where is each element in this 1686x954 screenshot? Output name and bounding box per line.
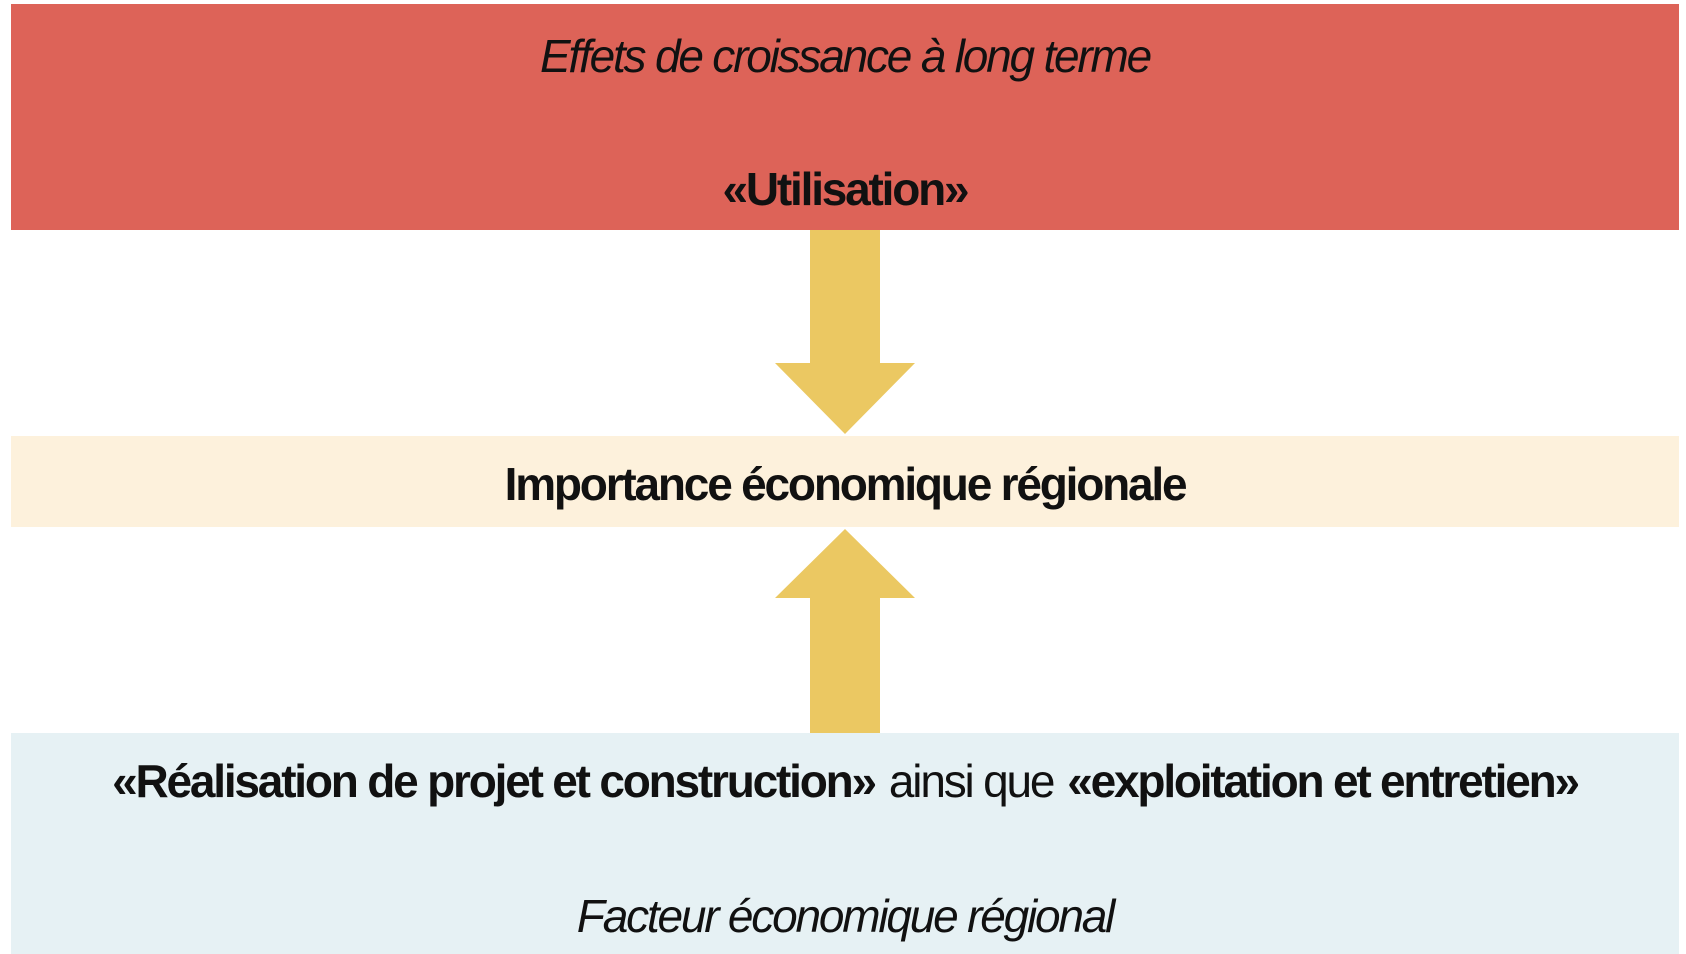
top-caption: Effets de croissance à long terme (539, 30, 1152, 82)
down-arrow (775, 230, 915, 434)
bottom-phrase: «Réalisation de projet et construction» (112, 755, 877, 807)
bottom-caption: Facteur économique régional (576, 890, 1116, 942)
top-label: «Utilisation» (722, 163, 970, 215)
up-arrow (775, 529, 915, 733)
bottom-phrase: «exploitation et entretien» (1067, 755, 1580, 807)
bottom-connector: ainsi que (888, 755, 1056, 807)
top-box: Effets de croissance à long terme «Utili… (11, 4, 1679, 230)
middle-label: Importance économique régionale (504, 458, 1188, 510)
bottom-line: «Réalisation de projet et construction» a… (11, 753, 1679, 809)
middle-box: Importance économique régionale (11, 436, 1679, 527)
bottom-box: «Réalisation de projet et construction» a… (11, 733, 1679, 954)
